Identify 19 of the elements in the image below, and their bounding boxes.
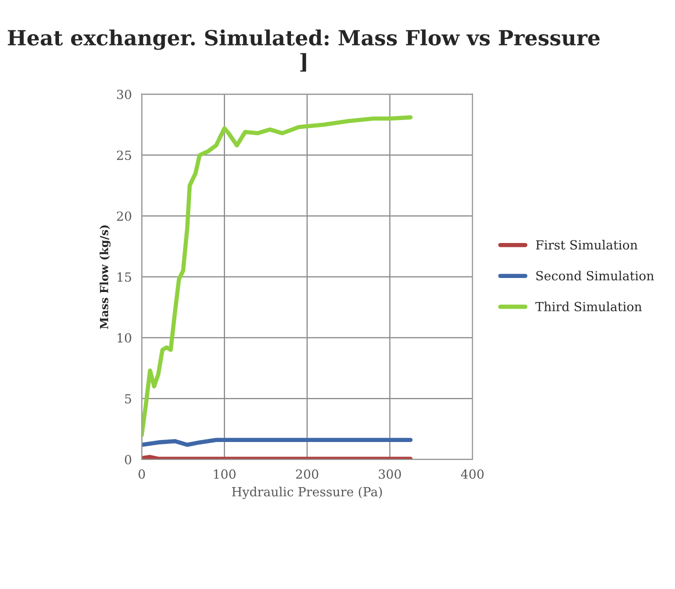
y-axis-title: Mass Flow (kg/s): [100, 225, 111, 329]
x-tick-label: 0: [138, 469, 145, 479]
y-tick-label: 25: [116, 150, 132, 160]
line-series: [142, 115, 413, 438]
legend-label: Second Simulation: [536, 270, 654, 280]
y-tick-label: 10: [118, 333, 132, 343]
y-tick-label: 30: [117, 90, 132, 100]
legend-label: First Simulation: [536, 240, 638, 250]
y-tick-label: 0: [124, 454, 132, 464]
y-tick-label: 15: [118, 272, 132, 282]
x-axis-title: Hydraulic Pressure (Pa): [232, 486, 382, 500]
x-tick-label: 300: [378, 469, 401, 479]
x-tick-label: 200: [296, 469, 318, 479]
legend-label: Third Simulation: [535, 302, 642, 312]
x-tick-label: 400: [460, 469, 484, 479]
y-tick-label: 5: [125, 394, 132, 404]
chart-title: Heat exchanger. Simulated: Mass Flow vs Pressure ]: [8, 29, 600, 72]
x-tick-label: 100: [214, 469, 236, 479]
y-tick-label: 20: [116, 211, 132, 221]
